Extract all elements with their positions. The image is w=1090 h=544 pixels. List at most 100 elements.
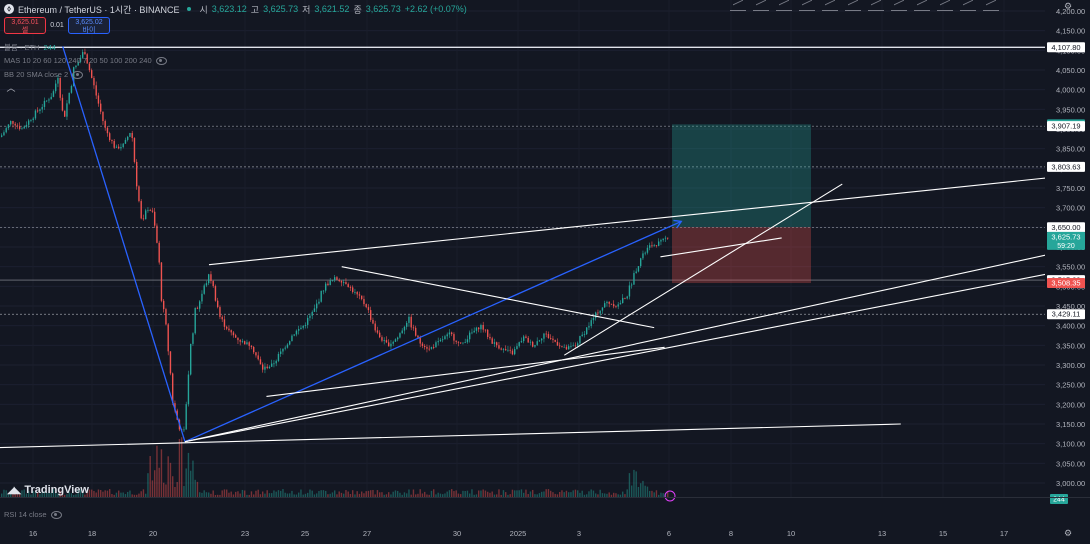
candle-body: [660, 240, 662, 242]
volume-bar: [487, 491, 489, 497]
volume-bar: [331, 492, 334, 497]
volume-bar: [217, 494, 219, 497]
candle-body: [415, 327, 417, 336]
candle-body: [338, 279, 340, 282]
gear-icon[interactable]: ⚙: [1064, 528, 1073, 538]
volume-bar: [550, 490, 552, 497]
buy-button[interactable]: 3,625.02 바이: [68, 17, 110, 34]
long-position-tool[interactable]: [672, 124, 811, 284]
measure-tool-icon[interactable]: [914, 1, 930, 11]
candle-body: [158, 242, 160, 263]
price-axis[interactable]: 3,000.00 3,050.00 3,100.00 3,150.00 3,200.00…: [1045, 0, 1090, 544]
candle-body: [550, 338, 552, 339]
volume-bar: [246, 494, 248, 497]
candle-body: [354, 292, 356, 293]
lock-tool-icon[interactable]: [983, 1, 999, 11]
chart-grid: [0, 10, 1045, 484]
magnet-tool-icon[interactable]: [960, 1, 976, 11]
volume-bar: [106, 490, 109, 497]
volume-bar: [257, 489, 259, 497]
candle-body: [41, 106, 43, 110]
volume-bar: [309, 489, 311, 497]
trend-line-tool-icon[interactable]: [753, 1, 769, 11]
volume-bar: [226, 489, 228, 497]
volume-bar: [496, 494, 498, 497]
volume-bar: [32, 491, 34, 497]
rsi-indicator-legend[interactable]: RSI 14 close: [4, 510, 62, 519]
eye-icon[interactable]: [155, 56, 167, 65]
volume-bar: [554, 493, 556, 497]
gear-icon[interactable]: ⚙: [1064, 1, 1073, 11]
text-tool-icon[interactable]: [891, 1, 907, 11]
volume-bar: [619, 494, 622, 497]
brush-tool-icon[interactable]: [868, 1, 884, 11]
channel-tool-icon[interactable]: [799, 1, 815, 11]
volume-bar: [176, 482, 178, 497]
sell-button[interactable]: 3,625.01 셀: [4, 17, 46, 34]
fib-tool-icon[interactable]: [822, 1, 838, 11]
volume-bar: [322, 490, 325, 497]
volume-bar: [561, 490, 563, 497]
volume-bar: [631, 485, 633, 497]
zoom-tool-icon[interactable]: [937, 1, 953, 11]
ma-indicator-legend[interactable]: MAS 10 20 60 120 240 7 20 50 100 200 240: [4, 56, 167, 65]
trend-line: [208, 173, 1083, 266]
candle-body: [32, 118, 34, 121]
eye-icon[interactable]: [50, 510, 62, 519]
volume-bar: [453, 491, 455, 497]
cursor-tool-icon[interactable]: [730, 1, 746, 11]
candle-body: [172, 373, 174, 404]
candle-body: [457, 341, 460, 343]
volume-bar: [399, 492, 401, 497]
candle-body: [619, 303, 622, 305]
candle-body: [532, 341, 534, 347]
horizontal-line-tool-icon[interactable]: [776, 1, 792, 11]
candle-body: [658, 241, 660, 246]
volume-bar: [259, 494, 262, 497]
sell-label: 셀: [21, 27, 29, 34]
volume-bar: [145, 493, 147, 497]
price-tick-label: 3,700.00: [1056, 204, 1085, 213]
price-tick-label: 4,000.00: [1056, 86, 1085, 95]
candle-body: [124, 139, 127, 144]
collapse-legend-chevron-up-icon[interactable]: ︿: [6, 83, 16, 93]
candle-body: [523, 336, 525, 342]
volume-bar: [37, 492, 39, 497]
volume-bar: [284, 492, 286, 497]
candle-body: [131, 132, 133, 139]
volume-bar: [136, 494, 138, 497]
volume-bar: [435, 494, 437, 497]
pattern-tool-icon[interactable]: [845, 1, 861, 11]
candle-body: [77, 61, 79, 66]
volume-bar: [372, 489, 374, 497]
volume-bar: [412, 489, 415, 497]
candle-body: [88, 63, 91, 71]
candle-body: [266, 366, 268, 369]
candle-body: [586, 327, 588, 335]
eye-icon[interactable]: [72, 70, 84, 79]
candle-body: [464, 342, 466, 344]
candle-body: [93, 77, 95, 86]
price-axis-label-text: 3,803.63: [1051, 162, 1080, 171]
bb-indicator-legend[interactable]: BB 20 SMA close 2: [4, 70, 84, 79]
volume-bar: [100, 490, 102, 497]
candle-body: [111, 140, 113, 142]
candle-body: [19, 126, 21, 129]
volume-bar: [361, 491, 363, 497]
candle-body: [122, 143, 124, 148]
candle-body: [75, 65, 77, 68]
low-value: 3,621.52: [314, 4, 350, 14]
candle-body: [408, 316, 410, 323]
symbol-title[interactable]: Ethereum / TetherUS · 1시간 · BINANCE: [18, 4, 180, 15]
volume-indicator-legend[interactable]: 볼륨 · ETH 244: [4, 42, 56, 53]
candle-body: [127, 136, 129, 140]
candle-body: [583, 334, 586, 335]
volume-bar: [646, 486, 649, 497]
candle-body: [190, 343, 192, 375]
trend-line-drawings[interactable]: [0, 46, 1090, 502]
volume-bar: [502, 490, 505, 497]
ma-indicator-label: MAS 10 20 60 120 240 7 20 50 100 200 240: [4, 56, 152, 65]
time-axis[interactable]: 16 18 20 23 25 27 30 2025 3 6 8 10 13 15 17: [0, 497, 1090, 539]
volume-bar: [327, 494, 329, 497]
